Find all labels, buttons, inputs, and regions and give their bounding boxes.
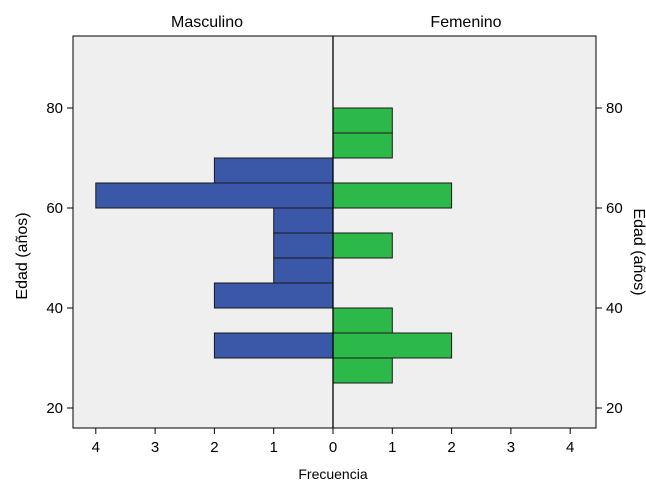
bar-femenino-60-65 [332, 182, 453, 209]
bar-femenino-35-40 [332, 307, 393, 334]
bar-femenino-25-30 [332, 357, 393, 384]
y-tick-label-left: 60 [46, 200, 63, 217]
x-tick-label: 2 [447, 439, 455, 456]
x-tick-label: 4 [92, 439, 100, 456]
ticks-group: 4 3 2 1 0 1 2 3 4 20 20 40 40 60 60 80 80 [46, 100, 622, 456]
bar-masculino-40-45 [213, 282, 334, 309]
bar-masculino-30-35 [213, 332, 334, 359]
x-tick-label: 3 [507, 439, 515, 456]
bars-group [95, 107, 453, 384]
bar-femenino-70-75 [332, 132, 393, 159]
y-tick-label-right: 60 [606, 200, 623, 217]
y-axis-label-right: Edad (años) [630, 208, 646, 295]
y-tick-label-left: 20 [46, 400, 63, 417]
x-tick-label: 4 [566, 439, 574, 456]
y-tick-label-right: 20 [606, 400, 623, 417]
bar-masculino-60-65 [95, 182, 334, 209]
bar-masculino-45-50 [273, 257, 334, 284]
x-tick-label: 1 [270, 439, 278, 456]
y-tick-label-right: 40 [606, 300, 623, 317]
panel-label-masculino: Masculino [171, 14, 243, 31]
panel-label-femenino: Femenino [430, 14, 501, 31]
x-axis-label: Frecuencia [298, 466, 367, 481]
x-tick-label: 1 [388, 439, 396, 456]
x-tick-label: 0 [329, 439, 337, 456]
bar-masculino-50-55 [273, 232, 334, 259]
y-tick-label-left: 80 [46, 100, 63, 117]
bar-femenino-75-80 [332, 107, 393, 134]
y-axis-label-left: Edad (años) [14, 212, 31, 299]
bar-femenino-50-55 [332, 232, 393, 259]
y-tick-label-left: 40 [46, 300, 63, 317]
bar-masculino-65-70 [213, 157, 334, 184]
x-tick-label: 2 [210, 439, 218, 456]
x-tick-label: 3 [151, 439, 159, 456]
y-tick-label-right: 80 [606, 100, 623, 117]
bar-femenino-30-35 [332, 332, 453, 359]
bar-masculino-55-60 [273, 207, 334, 234]
